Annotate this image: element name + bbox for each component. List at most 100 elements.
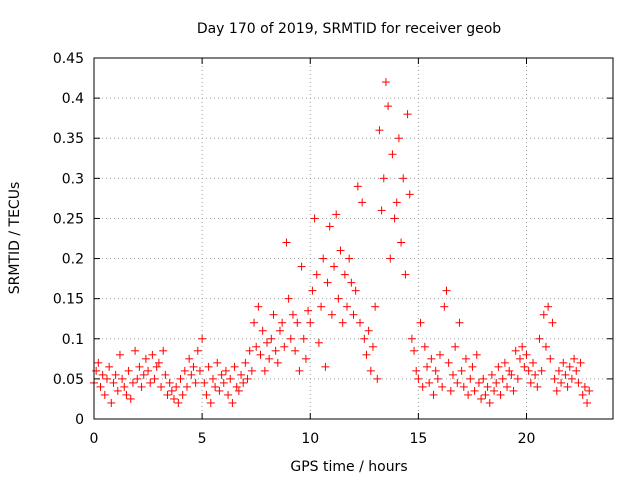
data-point xyxy=(250,318,259,327)
data-point xyxy=(520,362,529,371)
data-point xyxy=(373,374,382,383)
data-point xyxy=(306,318,315,327)
data-point xyxy=(293,318,302,327)
data-point xyxy=(211,382,220,391)
data-point xyxy=(550,374,559,383)
grid-lines xyxy=(94,58,613,419)
data-point xyxy=(355,318,364,327)
data-point xyxy=(340,270,349,279)
data-point xyxy=(585,386,594,395)
data-point xyxy=(152,362,161,371)
y-tick-label: 0.15 xyxy=(53,292,84,308)
data-point xyxy=(509,386,518,395)
data-point xyxy=(198,334,207,343)
y-tick-label: 0.3 xyxy=(62,171,84,187)
data-point xyxy=(533,382,542,391)
data-point xyxy=(418,382,427,391)
data-point xyxy=(258,326,267,335)
data-point xyxy=(554,366,563,375)
x-tick-label: 15 xyxy=(409,431,427,447)
data-point xyxy=(96,382,105,391)
y-tick-label: 0.2 xyxy=(62,252,84,268)
data-point xyxy=(572,366,581,375)
data-point xyxy=(282,238,291,247)
data-point xyxy=(407,334,416,343)
data-point xyxy=(377,206,386,215)
y-tick-labels: 0 0.05 0.1 0.15 0.2 0.25 0.3 0.35 0.4 0.45 xyxy=(53,51,84,428)
data-point xyxy=(448,370,457,379)
data-point xyxy=(455,318,464,327)
plot-frame xyxy=(93,57,614,420)
data-point xyxy=(286,334,295,343)
data-point xyxy=(314,338,323,347)
data-point xyxy=(524,366,533,375)
x-axis-label: GPS time / hours xyxy=(290,459,407,475)
data-point xyxy=(412,366,421,375)
data-point xyxy=(457,366,466,375)
data-point xyxy=(131,346,140,355)
data-point xyxy=(159,346,168,355)
data-point xyxy=(427,354,436,363)
data-point xyxy=(122,390,131,399)
y-axis-label: SRMTID / TECUs xyxy=(7,182,23,295)
data-point xyxy=(492,378,501,387)
data-point xyxy=(507,370,516,379)
data-point xyxy=(100,390,109,399)
data-point xyxy=(366,366,375,375)
data-point xyxy=(182,382,191,391)
data-point xyxy=(466,374,475,383)
data-point xyxy=(405,190,414,199)
x-tick-label: 0 xyxy=(90,431,99,447)
x-tick-label: 5 xyxy=(198,431,207,447)
data-point xyxy=(453,378,462,387)
data-point xyxy=(237,370,246,379)
data-point xyxy=(165,378,174,387)
data-point xyxy=(200,378,209,387)
data-point xyxy=(94,358,103,367)
data-point xyxy=(219,378,228,387)
data-point xyxy=(195,366,204,375)
data-point xyxy=(163,390,172,399)
data-point xyxy=(487,370,496,379)
data-point xyxy=(317,302,326,311)
data-point xyxy=(241,358,250,367)
data-point xyxy=(146,378,155,387)
data-point xyxy=(483,382,492,391)
data-point xyxy=(349,310,358,319)
data-point xyxy=(269,310,278,319)
data-point xyxy=(291,346,300,355)
y-tick-label: 0.05 xyxy=(53,372,84,388)
data-point xyxy=(107,398,116,407)
data-point xyxy=(172,382,181,391)
data-point xyxy=(208,374,217,383)
data-point xyxy=(358,198,367,207)
data-point xyxy=(362,350,371,359)
data-point xyxy=(161,370,170,379)
data-point xyxy=(330,262,339,271)
data-point xyxy=(297,262,306,271)
data-point xyxy=(191,378,200,387)
data-point xyxy=(496,390,505,399)
data-point xyxy=(226,374,235,383)
data-point xyxy=(503,382,512,391)
data-point xyxy=(505,366,514,375)
data-point xyxy=(92,366,101,375)
data-point xyxy=(392,198,401,207)
data-point xyxy=(526,378,535,387)
y-tick-label: 0.25 xyxy=(53,211,84,227)
data-point xyxy=(141,354,150,363)
data-point xyxy=(332,210,341,219)
data-point xyxy=(327,310,336,319)
data-point xyxy=(221,366,230,375)
data-point xyxy=(343,302,352,311)
data-point xyxy=(301,354,310,363)
y-tick-label: 0.45 xyxy=(53,51,84,67)
data-point xyxy=(541,342,550,351)
data-point xyxy=(464,390,473,399)
data-point xyxy=(280,342,289,351)
data-point xyxy=(494,362,503,371)
data-point xyxy=(548,318,557,327)
data-point xyxy=(401,270,410,279)
data-point xyxy=(148,350,157,359)
data-point xyxy=(511,346,520,355)
